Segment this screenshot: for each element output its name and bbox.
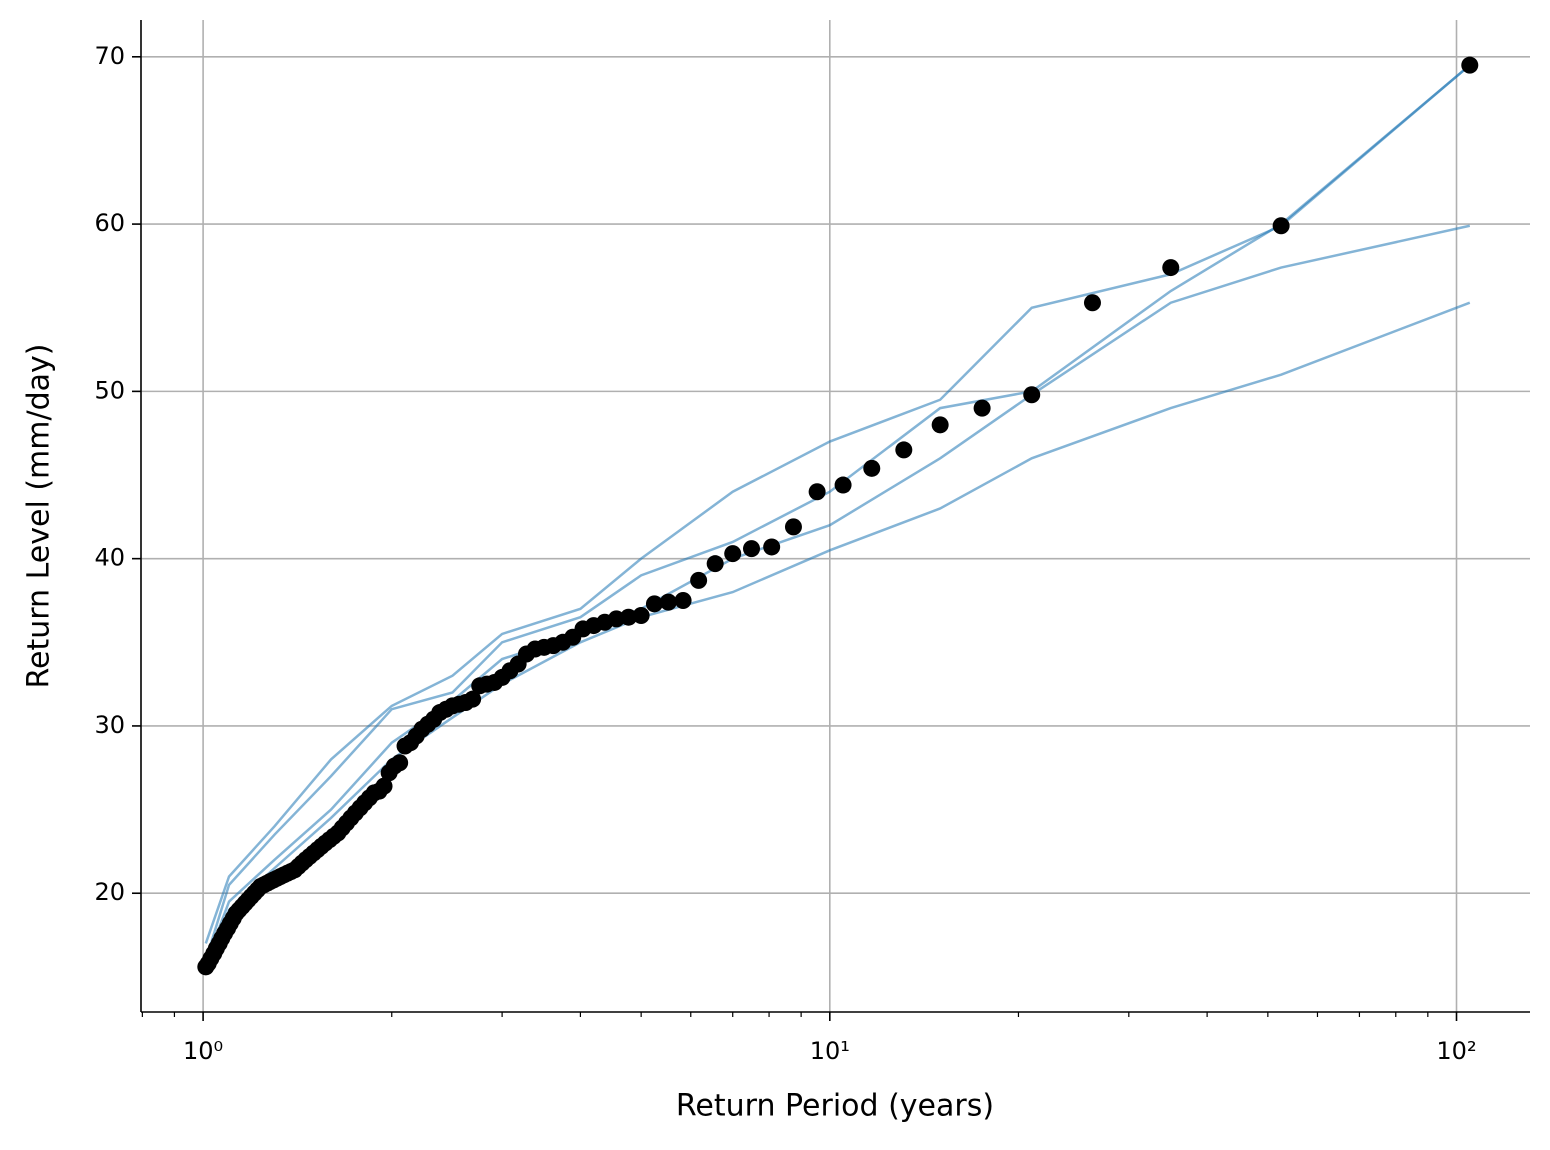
point — [973, 399, 991, 417]
point — [380, 764, 398, 782]
point — [931, 416, 949, 434]
x-tick-label: 10² — [1436, 1037, 1476, 1065]
x-tick-label: 10⁰ — [183, 1037, 223, 1065]
point — [690, 571, 708, 589]
point — [863, 459, 881, 477]
bootstrap-line — [204, 224, 1471, 964]
point — [763, 538, 781, 556]
point — [396, 737, 414, 755]
x-axis-title: Return Period (years) — [676, 1089, 994, 1124]
point — [1272, 217, 1290, 235]
y-tick-label: 30 — [94, 711, 125, 739]
point — [659, 593, 677, 611]
point — [784, 518, 802, 536]
point — [1023, 386, 1041, 404]
point — [895, 441, 913, 459]
point — [1083, 294, 1101, 312]
x-tick-label: 10¹ — [810, 1037, 850, 1065]
point — [1162, 259, 1180, 277]
bootstrap-line — [204, 64, 1471, 944]
point — [834, 476, 852, 494]
point — [632, 607, 650, 625]
point — [645, 595, 663, 613]
point — [1461, 56, 1479, 74]
y-tick-label: 70 — [94, 42, 125, 70]
point — [197, 958, 215, 976]
point — [724, 545, 742, 563]
y-tick-label: 60 — [94, 209, 125, 237]
y-tick-label: 20 — [94, 878, 125, 906]
y-tick-label: 40 — [94, 544, 125, 572]
y-axis-title: Return Level (mm/day) — [22, 344, 57, 689]
bootstrap-line — [204, 64, 1471, 961]
y-tick-label: 50 — [94, 376, 125, 404]
point — [674, 591, 692, 609]
point — [471, 677, 489, 695]
point — [743, 540, 761, 558]
bootstrap-line — [204, 301, 1471, 968]
point — [808, 483, 826, 501]
point — [706, 555, 724, 573]
